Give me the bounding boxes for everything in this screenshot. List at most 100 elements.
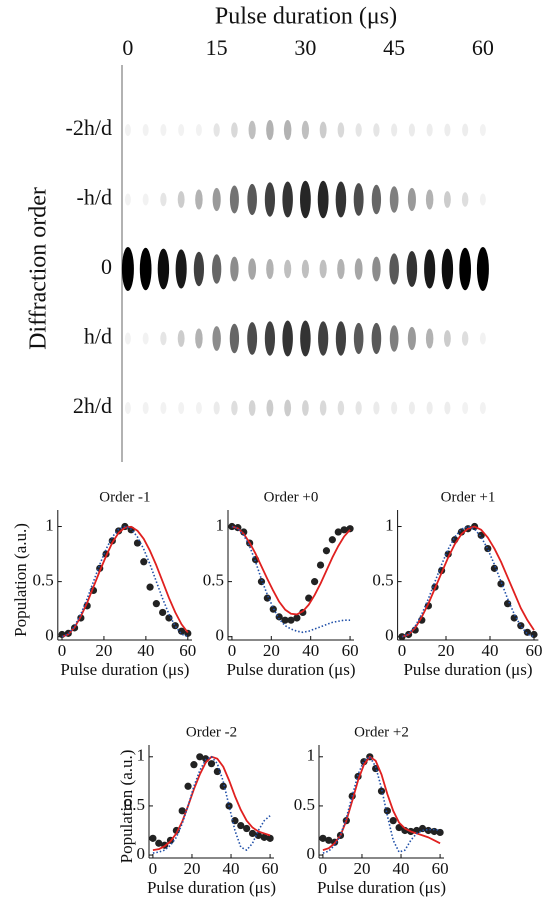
diffraction-spot	[284, 259, 292, 279]
diffraction-spot	[195, 124, 202, 136]
diffraction-spot	[229, 323, 240, 354]
diffraction-spot	[406, 251, 418, 287]
data-point	[398, 633, 406, 641]
diffraction-spot	[353, 183, 364, 216]
x-tick-label: 0	[149, 859, 158, 878]
diffraction-spot	[479, 193, 486, 206]
x-tick-label: 40	[302, 641, 319, 660]
model-line	[401, 525, 535, 638]
panel-title: Order +2	[354, 724, 409, 740]
y-tick-label: 2h/d	[73, 393, 112, 418]
diffraction-spot	[213, 123, 220, 137]
diffraction-spot	[157, 248, 170, 290]
diffraction-spot	[354, 258, 363, 280]
data-point	[149, 834, 157, 842]
x-axis-label: Pulse duration (μs)	[317, 878, 446, 897]
y-tick-label: 1	[307, 746, 316, 765]
data-point	[334, 528, 342, 536]
diffraction-spot	[175, 249, 187, 289]
x-tick-label: 15	[206, 35, 228, 60]
x-tick-label: 40	[393, 859, 410, 878]
data-point	[436, 828, 444, 837]
panel-title: Order +0	[264, 489, 319, 505]
panel-title: Order -2	[186, 724, 237, 740]
diffraction-spot	[266, 259, 274, 279]
data-point	[418, 824, 427, 833]
x-tick-label: 60	[342, 641, 359, 660]
data-point	[178, 807, 186, 815]
diffraction-spot	[248, 400, 256, 416]
data-point	[159, 608, 167, 617]
diffraction-spot	[372, 256, 381, 282]
x-tick-label: 0	[228, 641, 237, 660]
diffraction-spot	[195, 328, 203, 349]
chart-title: Pulse duration (μs)	[215, 4, 397, 30]
diffraction-spot	[408, 401, 415, 415]
diffraction-spot	[355, 401, 362, 415]
data-point	[316, 561, 325, 569]
diffraction-spot	[461, 331, 469, 346]
diffraction-spot	[283, 120, 292, 140]
diffraction-spot	[319, 121, 327, 139]
data-point	[219, 782, 227, 790]
diffraction-spot	[124, 332, 131, 345]
diffraction-spot	[301, 259, 310, 279]
data-point	[389, 817, 397, 825]
y-tick-label: 1	[385, 515, 394, 534]
y-tick-label: 0	[137, 844, 146, 863]
diffraction-spot	[139, 247, 152, 291]
diffraction-spot	[371, 184, 382, 215]
diffraction-spot	[444, 401, 451, 415]
diffraction-spot	[335, 321, 347, 356]
diffraction-spot	[213, 401, 220, 415]
x-tick-label: 40	[137, 641, 154, 660]
y-axis-label: Diffraction order	[26, 187, 52, 350]
diffraction-spot	[142, 193, 149, 206]
data-point	[281, 616, 289, 624]
data-point	[430, 827, 438, 836]
diffraction-spot	[177, 330, 185, 347]
diffraction-spot	[443, 191, 451, 208]
diffraction-spot	[389, 253, 399, 285]
diffraction-spot	[337, 400, 345, 416]
diffraction-spot	[317, 180, 329, 219]
model-line	[61, 525, 189, 638]
panel-title: Order +1	[441, 489, 496, 505]
diffraction-spot	[425, 328, 434, 349]
data-point	[263, 594, 271, 602]
diffraction-spot	[160, 331, 167, 346]
diffraction-spot	[142, 124, 149, 136]
x-tick-label: 60	[179, 641, 196, 660]
diffraction-spot	[373, 123, 380, 137]
data-point	[325, 836, 333, 844]
data-point	[115, 527, 123, 535]
diffraction-spot	[462, 402, 469, 414]
diffraction-spot	[247, 183, 257, 216]
data-point	[383, 807, 391, 815]
y-tick-label: 1	[45, 515, 54, 534]
y-axis-label: Population (a.u.)	[117, 750, 136, 864]
data-point	[484, 544, 492, 553]
data-point	[184, 629, 192, 637]
x-tick-label: 20	[183, 859, 200, 878]
diffraction-spot	[353, 322, 364, 355]
diffraction-spot	[373, 401, 380, 415]
diffraction-spot	[407, 326, 416, 351]
diffraction-spot	[230, 256, 239, 282]
data-point	[228, 522, 236, 531]
diffraction-spot	[319, 400, 327, 416]
x-tick-label: 20	[263, 641, 280, 660]
diffraction-spot	[195, 189, 203, 210]
data-point	[293, 614, 301, 622]
data-point	[155, 839, 163, 847]
diffraction-spot	[248, 120, 256, 140]
model-line	[152, 755, 271, 854]
y-tick-label: 0.5	[124, 795, 145, 814]
diffraction-spot	[124, 124, 131, 136]
data-point	[243, 824, 251, 833]
diffraction-spot	[391, 401, 398, 415]
y-tick-label: 0.5	[203, 571, 224, 590]
data-point	[190, 761, 198, 769]
x-tick-label: 30	[294, 35, 316, 60]
